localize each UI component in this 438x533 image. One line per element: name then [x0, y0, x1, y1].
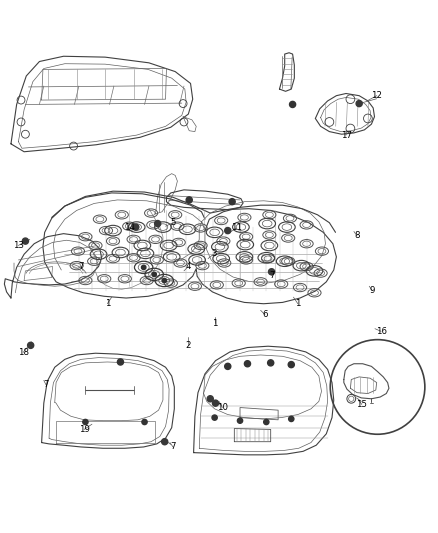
Circle shape	[288, 361, 294, 368]
Circle shape	[152, 272, 156, 277]
Text: 1: 1	[295, 299, 300, 308]
Text: 2: 2	[186, 341, 191, 350]
Circle shape	[22, 238, 28, 244]
Circle shape	[186, 197, 192, 203]
Circle shape	[207, 395, 213, 402]
Text: 6: 6	[262, 310, 268, 319]
Circle shape	[212, 400, 219, 406]
Text: 7: 7	[170, 442, 176, 451]
Text: 5: 5	[170, 218, 176, 227]
Text: 14: 14	[124, 223, 135, 232]
Circle shape	[162, 439, 168, 445]
Text: 17: 17	[340, 131, 352, 140]
Circle shape	[356, 101, 362, 107]
Circle shape	[142, 419, 147, 425]
Circle shape	[162, 278, 166, 282]
Text: 19: 19	[79, 425, 89, 434]
Circle shape	[244, 361, 251, 367]
Circle shape	[212, 415, 217, 420]
Circle shape	[229, 199, 235, 205]
Text: 3: 3	[212, 249, 217, 258]
Circle shape	[225, 228, 231, 233]
Circle shape	[264, 419, 269, 425]
Text: 4: 4	[186, 262, 191, 271]
Circle shape	[155, 221, 161, 227]
Text: 7: 7	[269, 271, 274, 280]
Text: 1: 1	[105, 299, 110, 308]
Circle shape	[141, 265, 146, 270]
Text: 9: 9	[370, 286, 375, 295]
Circle shape	[290, 101, 296, 108]
Circle shape	[133, 224, 139, 230]
Circle shape	[117, 359, 124, 365]
Text: 10: 10	[217, 403, 228, 412]
Circle shape	[83, 419, 88, 425]
Circle shape	[225, 364, 231, 369]
Text: 1: 1	[212, 319, 217, 328]
Text: 7: 7	[78, 262, 84, 271]
Circle shape	[268, 269, 275, 275]
Text: 16: 16	[375, 327, 387, 336]
Text: 7: 7	[43, 380, 49, 389]
Circle shape	[268, 360, 274, 366]
Circle shape	[289, 416, 294, 422]
Text: 12: 12	[371, 91, 382, 100]
Circle shape	[28, 342, 34, 349]
Text: 15: 15	[356, 400, 367, 409]
Text: 11: 11	[231, 223, 242, 232]
Text: 13: 13	[13, 241, 24, 250]
Text: 18: 18	[18, 348, 29, 357]
Circle shape	[237, 418, 243, 423]
Text: 8: 8	[354, 231, 360, 240]
